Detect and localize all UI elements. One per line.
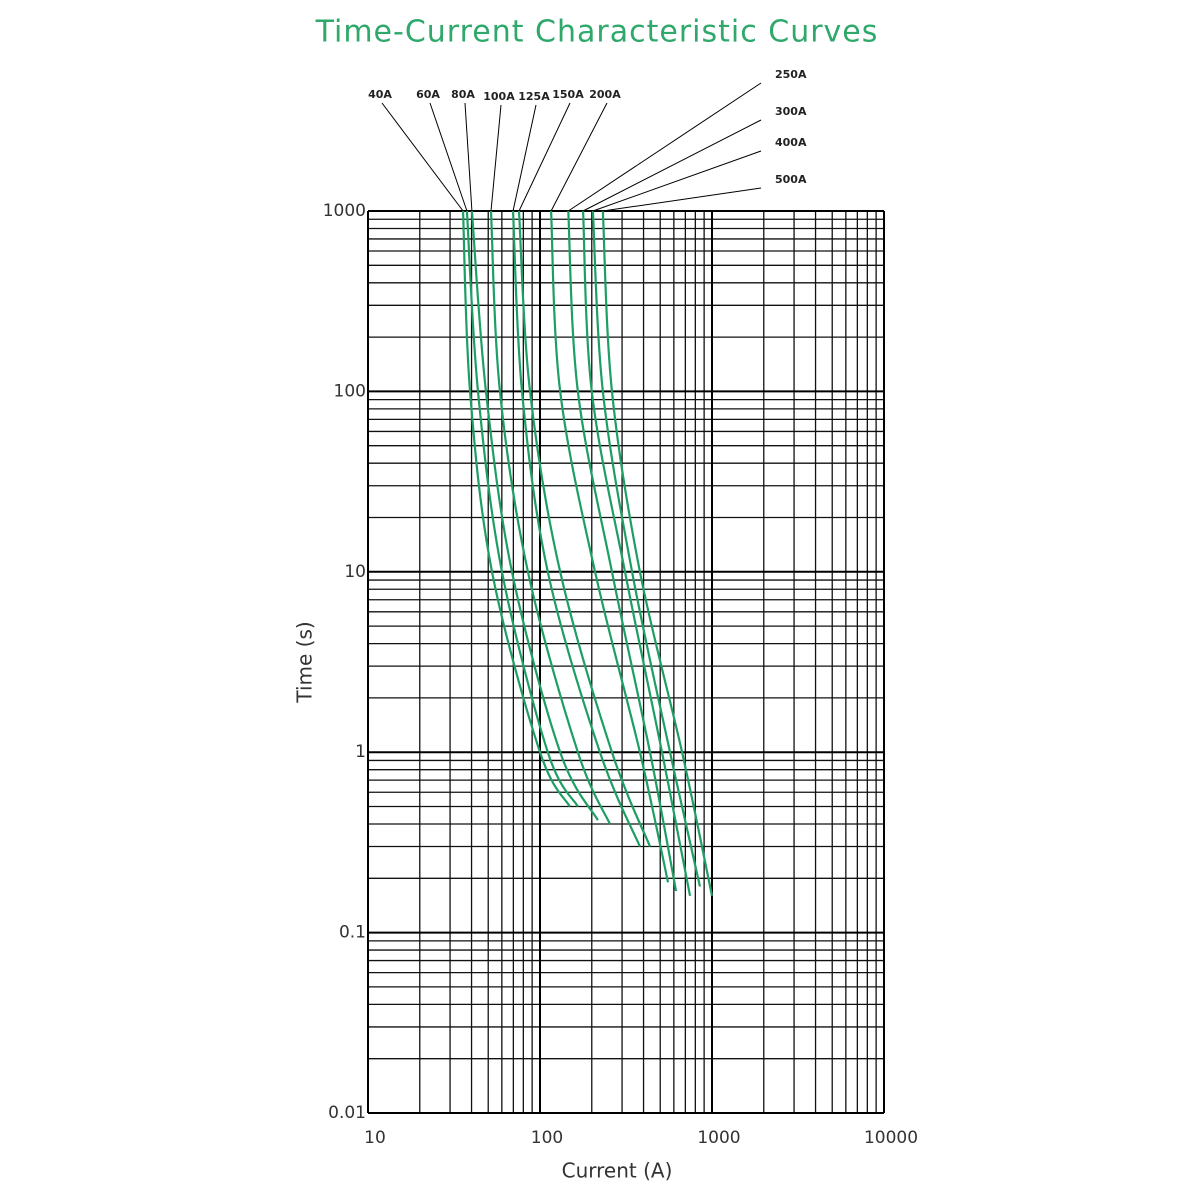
curve — [465, 210, 579, 808]
leader-line — [464, 102, 473, 212]
leader-line — [592, 150, 762, 212]
curve — [461, 210, 571, 808]
curve — [601, 210, 714, 897]
x-tick-label: 10000 — [864, 1128, 918, 1148]
curve — [591, 210, 702, 887]
leader-line — [602, 187, 762, 212]
x-tick-label: 10 — [364, 1128, 386, 1148]
curve — [549, 210, 670, 883]
y-tick-label: 1 — [355, 742, 366, 762]
y-tick-label: 0.1 — [339, 923, 366, 943]
y-tick-label: 1000 — [323, 201, 366, 221]
curve-label: 300A — [775, 105, 807, 118]
leader-line — [582, 119, 762, 212]
curve-label: 40A — [368, 88, 392, 101]
curve-label: 150A — [552, 88, 584, 101]
curve — [517, 210, 652, 847]
x-tick-label: 1000 — [697, 1128, 740, 1148]
y-tick-label: 100 — [334, 381, 366, 401]
curve — [489, 210, 611, 825]
chart-title: Time-Current Characteristic Curves — [315, 15, 879, 50]
y-axis-label: Time (s) — [293, 621, 317, 703]
curve — [581, 210, 692, 896]
leader-line — [567, 82, 762, 212]
leader-line — [518, 102, 571, 212]
leader-line — [381, 102, 464, 212]
leader-line — [429, 102, 468, 212]
curve — [470, 210, 599, 821]
y-tick-label: 0.01 — [328, 1103, 366, 1123]
x-axis-label: Current (A) — [562, 1159, 673, 1183]
curve-label: 500A — [775, 173, 807, 186]
curve-label: 125A — [518, 90, 550, 103]
curve-label: 60A — [416, 88, 440, 101]
curve-label: 200A — [589, 88, 621, 101]
leader-line — [550, 102, 608, 212]
curve — [567, 210, 678, 892]
curve-label: 80A — [451, 88, 475, 101]
curve-label: 100A — [483, 90, 515, 103]
curve-label: 400A — [775, 136, 807, 149]
y-tick-label: 10 — [344, 562, 366, 582]
curve — [511, 210, 641, 847]
leader-line — [490, 104, 502, 212]
x-tick-label: 100 — [531, 1128, 563, 1148]
curve-label: 250A — [775, 68, 807, 81]
leader-line — [512, 104, 537, 212]
